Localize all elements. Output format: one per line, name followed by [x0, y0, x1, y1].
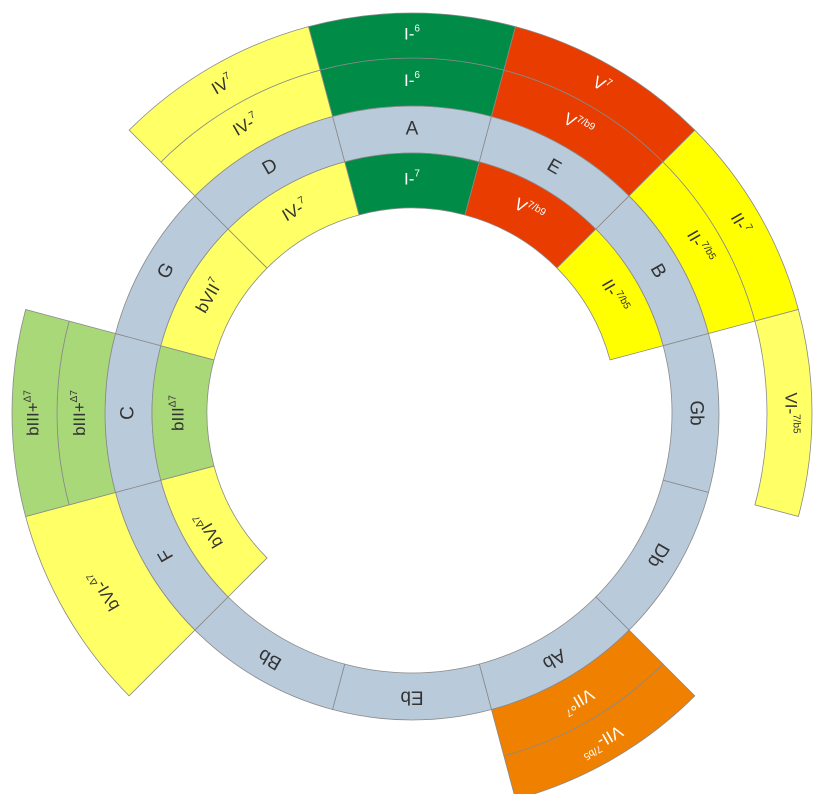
chord-extension: 7 [247, 109, 258, 122]
chord-label: bIII+Δ7 [69, 390, 90, 436]
chord-label: bIII+Δ7 [22, 390, 43, 436]
chord-label: bIIIΔ7 [167, 395, 188, 431]
chord-extension: Δ7 [84, 571, 100, 587]
chord-extension: 7/b5 [791, 414, 802, 434]
chord-segment [754, 308, 813, 518]
chord-extension: Δ7 [22, 390, 33, 403]
chord-extension: 7 [563, 706, 574, 719]
chord-name: I- [404, 25, 414, 44]
key-label: A [406, 119, 419, 140]
chord-extension: 7 [742, 222, 755, 233]
chord-name: I- [404, 71, 414, 90]
chord-label: VI-7/b5 [781, 392, 802, 434]
chord-name: I- [404, 170, 414, 189]
chord-name: bIII [169, 407, 188, 431]
chord-label: I-6 [404, 23, 420, 44]
chord-segment [227, 161, 360, 269]
chord-extension: 6 [414, 23, 420, 34]
chord-label: IV7 [208, 70, 238, 99]
chord-extension: Δ7 [190, 513, 206, 529]
chord-name: bIII+ [70, 402, 89, 436]
key-label: Eb [400, 686, 423, 707]
chord-extension: 7 [222, 70, 233, 83]
chord-segment [503, 663, 696, 794]
key-label: C [118, 406, 139, 420]
chord-name: bIII+ [24, 402, 43, 436]
chord-extension: 7 [296, 194, 307, 207]
chord-label: II-7 [726, 209, 755, 238]
chord-name: VI- [781, 392, 800, 414]
chord-extension: 7 [206, 275, 219, 286]
chord-label: I-7 [404, 168, 420, 189]
chord-label: I-6 [404, 70, 420, 91]
key-label: Gb [685, 400, 706, 425]
chord-label: bVI-Δ7 [84, 566, 124, 614]
chord-segment [128, 26, 321, 163]
chord-segment [11, 308, 70, 518]
chord-extension: 6 [414, 70, 420, 81]
chord-extension: 7 [414, 168, 420, 179]
chord-extension: Δ7 [167, 395, 178, 408]
chord-extension: Δ7 [69, 390, 80, 403]
chord-extension: 7 [604, 77, 615, 90]
